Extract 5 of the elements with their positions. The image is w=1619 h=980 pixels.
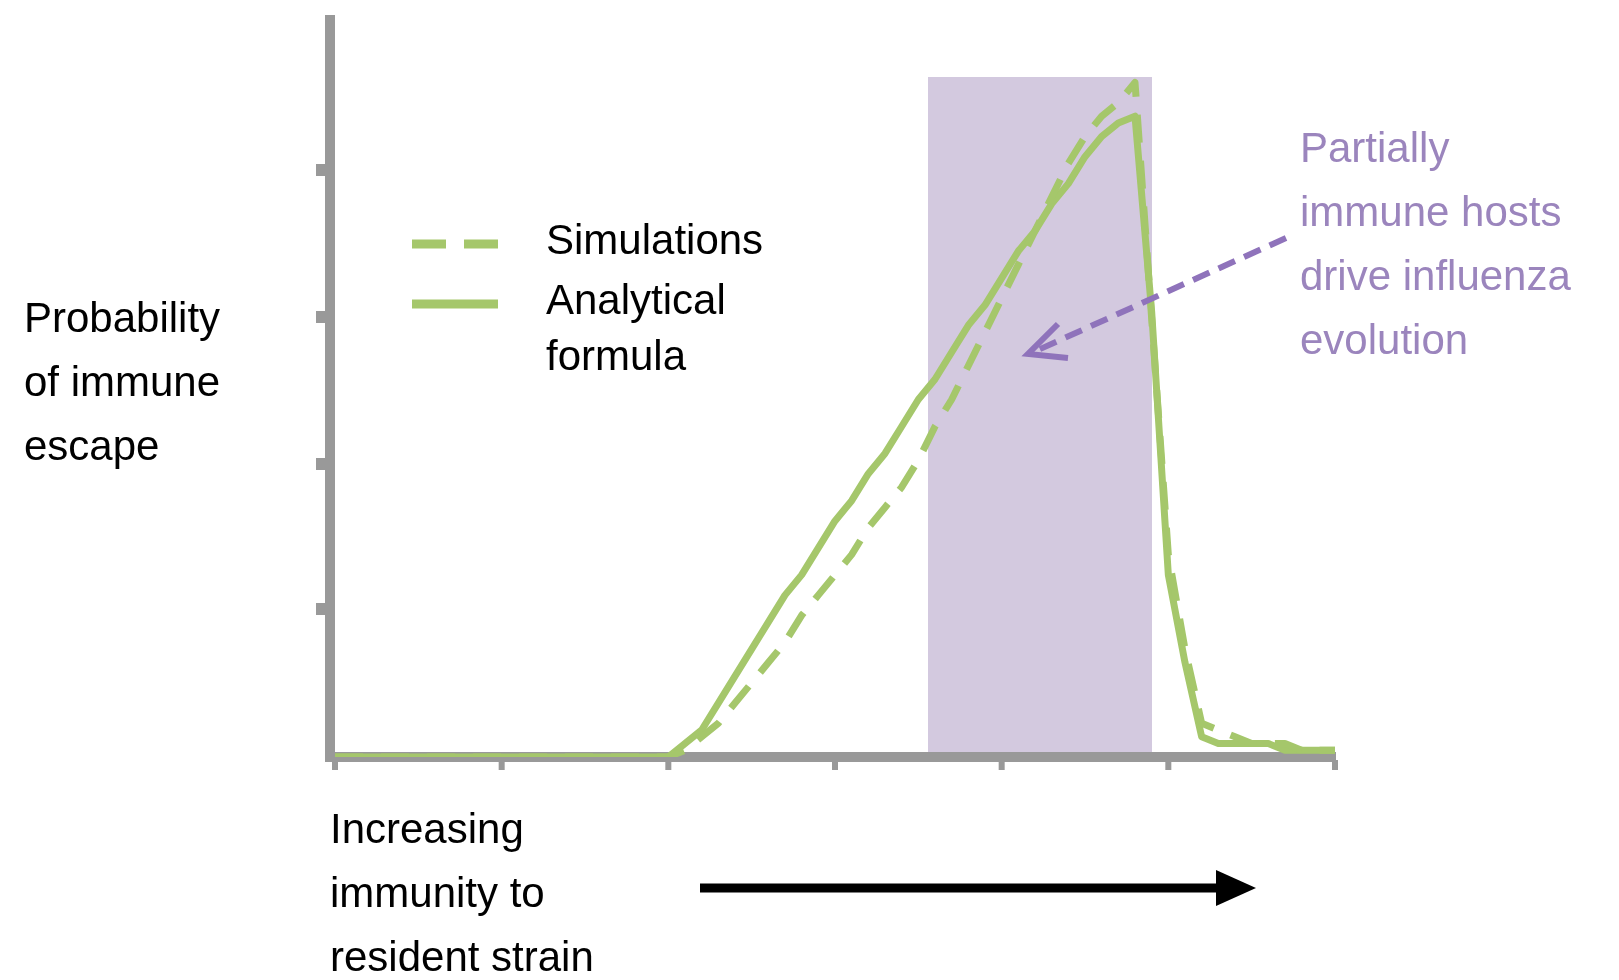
y-axis-title: Probability of immune escape <box>24 293 222 471</box>
x-axis-title: Increasing immunity to resident strain <box>330 804 595 980</box>
legend-label: Analytical formula <box>546 275 727 381</box>
legend-label: Simulations <box>546 215 765 265</box>
annotation: Partially immune hosts drive influenza evolution <box>1300 123 1572 365</box>
